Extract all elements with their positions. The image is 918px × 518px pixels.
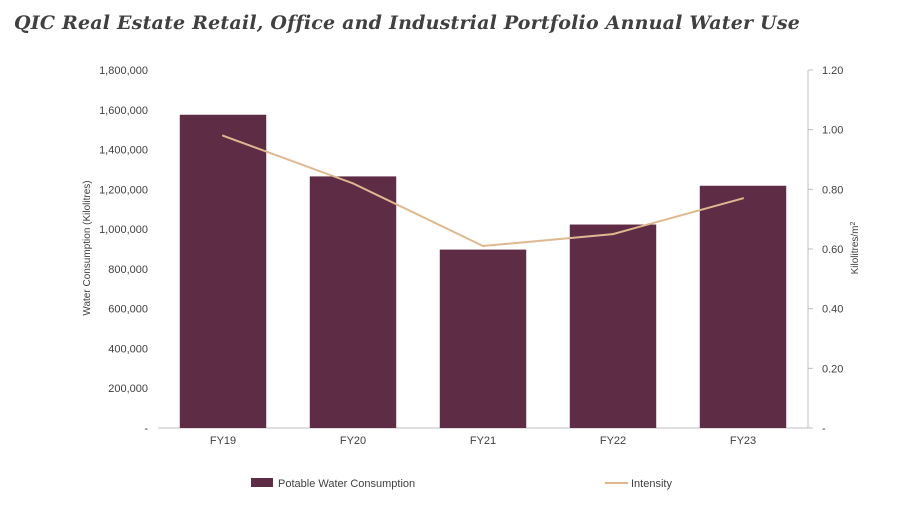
left-tick-label: 1,400,000	[99, 145, 148, 157]
right-axis-title-base: Kilolitres/m	[850, 226, 861, 275]
category-label: FY19	[210, 435, 236, 447]
left-tick-label: 600,000	[108, 304, 148, 316]
bar-fy23	[699, 185, 787, 428]
bar-fy21	[439, 249, 527, 428]
bars	[179, 114, 787, 428]
category-label: FY23	[730, 435, 756, 447]
intensity-point	[222, 134, 224, 137]
right-tick-label: 0.80	[822, 184, 843, 196]
intensity-point	[742, 197, 744, 200]
category-label: FY21	[470, 435, 496, 447]
intensity-line	[222, 134, 744, 248]
left-tick-label: 1,800,000	[99, 65, 148, 77]
category-labels: FY19 FY20 FY21 FY22 FY23	[210, 435, 756, 447]
right-tick-label: 1.00	[822, 125, 843, 137]
category-label: FY20	[340, 435, 366, 447]
bar-fy22	[569, 224, 657, 428]
bar-fy19	[179, 114, 267, 428]
left-tick-label: 200,000	[108, 383, 148, 395]
left-tick-label: 1,600,000	[99, 105, 148, 117]
left-axis-ticks: - 200,000 400,000 600,000 800,000 1,000,000 1,…	[99, 65, 148, 435]
left-tick-label: 1,000,000	[99, 224, 148, 236]
legend-swatch-water	[251, 478, 273, 487]
intensity-line-group	[222, 134, 744, 248]
chart-title: QIC Real Estate Retail, Office and Indus…	[14, 12, 801, 34]
left-axis-title: Water Consumption (Kilolitres)	[82, 180, 93, 315]
right-tick-label: -	[822, 423, 826, 435]
right-axis-title: Kilolitres/m2	[850, 222, 862, 275]
left-tick-label: 1,200,000	[99, 184, 148, 196]
right-tick-label: 0.60	[822, 244, 843, 256]
left-tick-label: -	[144, 423, 148, 435]
left-tick-label: 400,000	[108, 343, 148, 355]
intensity-point	[612, 233, 614, 236]
right-tick-label: 0.40	[822, 304, 843, 316]
intensity-point	[352, 182, 354, 185]
category-label: FY22	[600, 435, 626, 447]
legend-label-water: Potable Water Consumption	[278, 478, 415, 490]
right-axis-title-superscript: 2	[850, 222, 857, 226]
left-tick-label: 800,000	[108, 264, 148, 276]
legend-label-intensity: Intensity	[631, 478, 672, 490]
bar-fy20	[309, 176, 397, 428]
right-tick-label: 0.20	[822, 363, 843, 375]
right-tick-label: 1.20	[822, 65, 843, 77]
intensity-point	[482, 245, 484, 248]
legend: Potable Water Consumption Intensity	[251, 478, 672, 490]
right-axis-ticks: - 0.20 0.40 0.60 0.80 1.00 1.20	[808, 65, 843, 435]
